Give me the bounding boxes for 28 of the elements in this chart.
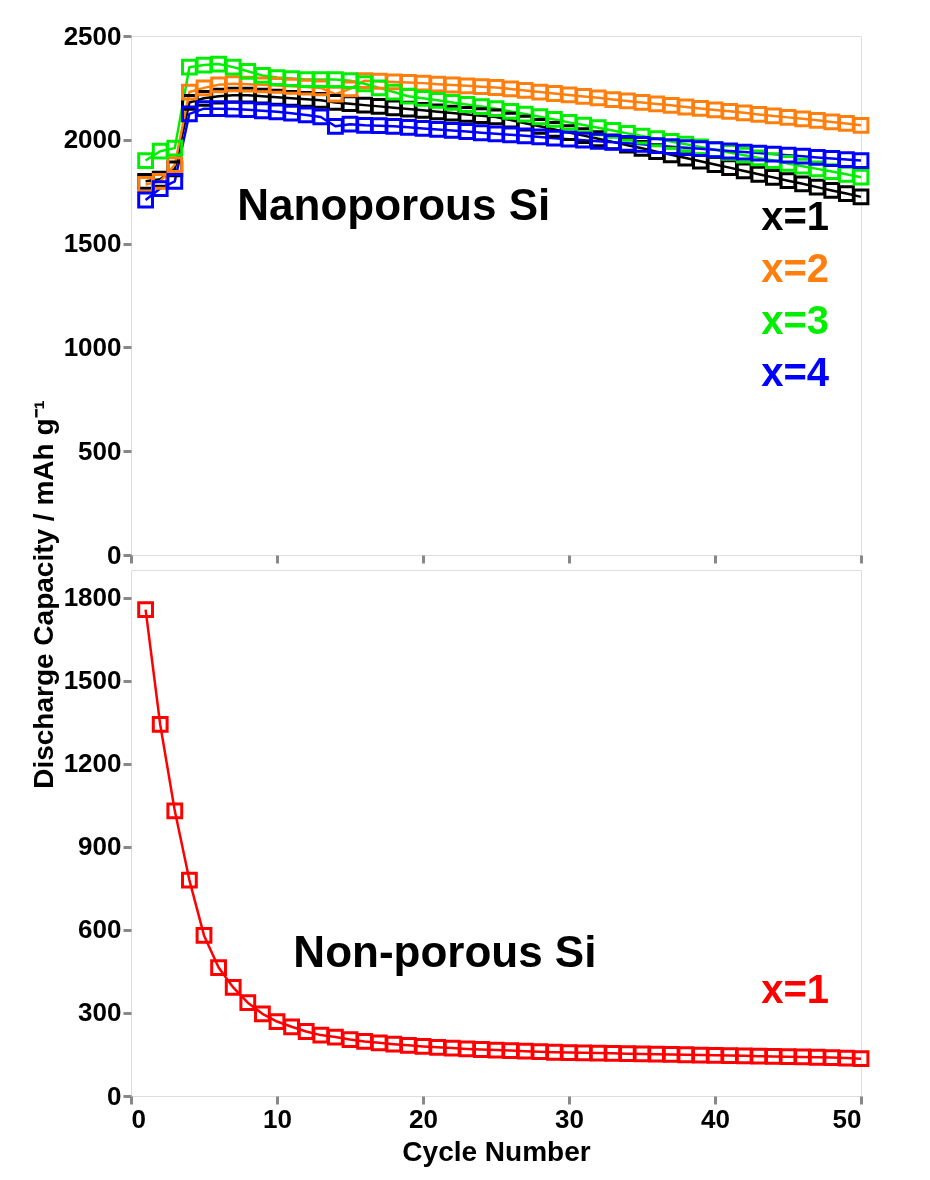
- x-tick-label: 10: [263, 1103, 292, 1134]
- y-tick-label: 2000: [63, 124, 122, 155]
- y-tick-label: 1200: [63, 748, 122, 779]
- x-tick-label: 0: [131, 1103, 146, 1134]
- text: x=2: [761, 245, 829, 290]
- x-tick-label: 40: [701, 1103, 730, 1134]
- text: x=3: [761, 297, 829, 342]
- y-tick-label: 500: [78, 435, 122, 466]
- y-tick-label: 1500: [63, 665, 122, 696]
- y-tick-label: 1000: [63, 331, 122, 362]
- y-tick-label: 1800: [63, 582, 122, 613]
- y-tick-label: 0: [107, 1080, 122, 1111]
- annotation: Non-porous Si: [293, 926, 597, 976]
- y-tick-label: 1500: [63, 228, 122, 259]
- x-tick-label: 50: [832, 1103, 862, 1134]
- y-tick-label: 900: [78, 831, 122, 862]
- x-tick-label: 30: [555, 1103, 584, 1134]
- x-axis-title: Cycle Number: [402, 1135, 591, 1167]
- annotation: Nanoporous Si: [237, 180, 551, 230]
- y-axis-title: Discharge Capacity / mAh g⁻¹: [27, 400, 59, 789]
- text: x=4: [761, 349, 830, 394]
- y-tick-label: 2500: [63, 20, 122, 51]
- y-tick-label: 0: [107, 539, 122, 570]
- y-tick-label: 600: [78, 914, 122, 945]
- series-label: x=1: [761, 966, 829, 1011]
- series-label: x=1: [761, 193, 829, 238]
- y-tick-label: 300: [78, 997, 122, 1028]
- x-tick-label: 20: [409, 1103, 438, 1134]
